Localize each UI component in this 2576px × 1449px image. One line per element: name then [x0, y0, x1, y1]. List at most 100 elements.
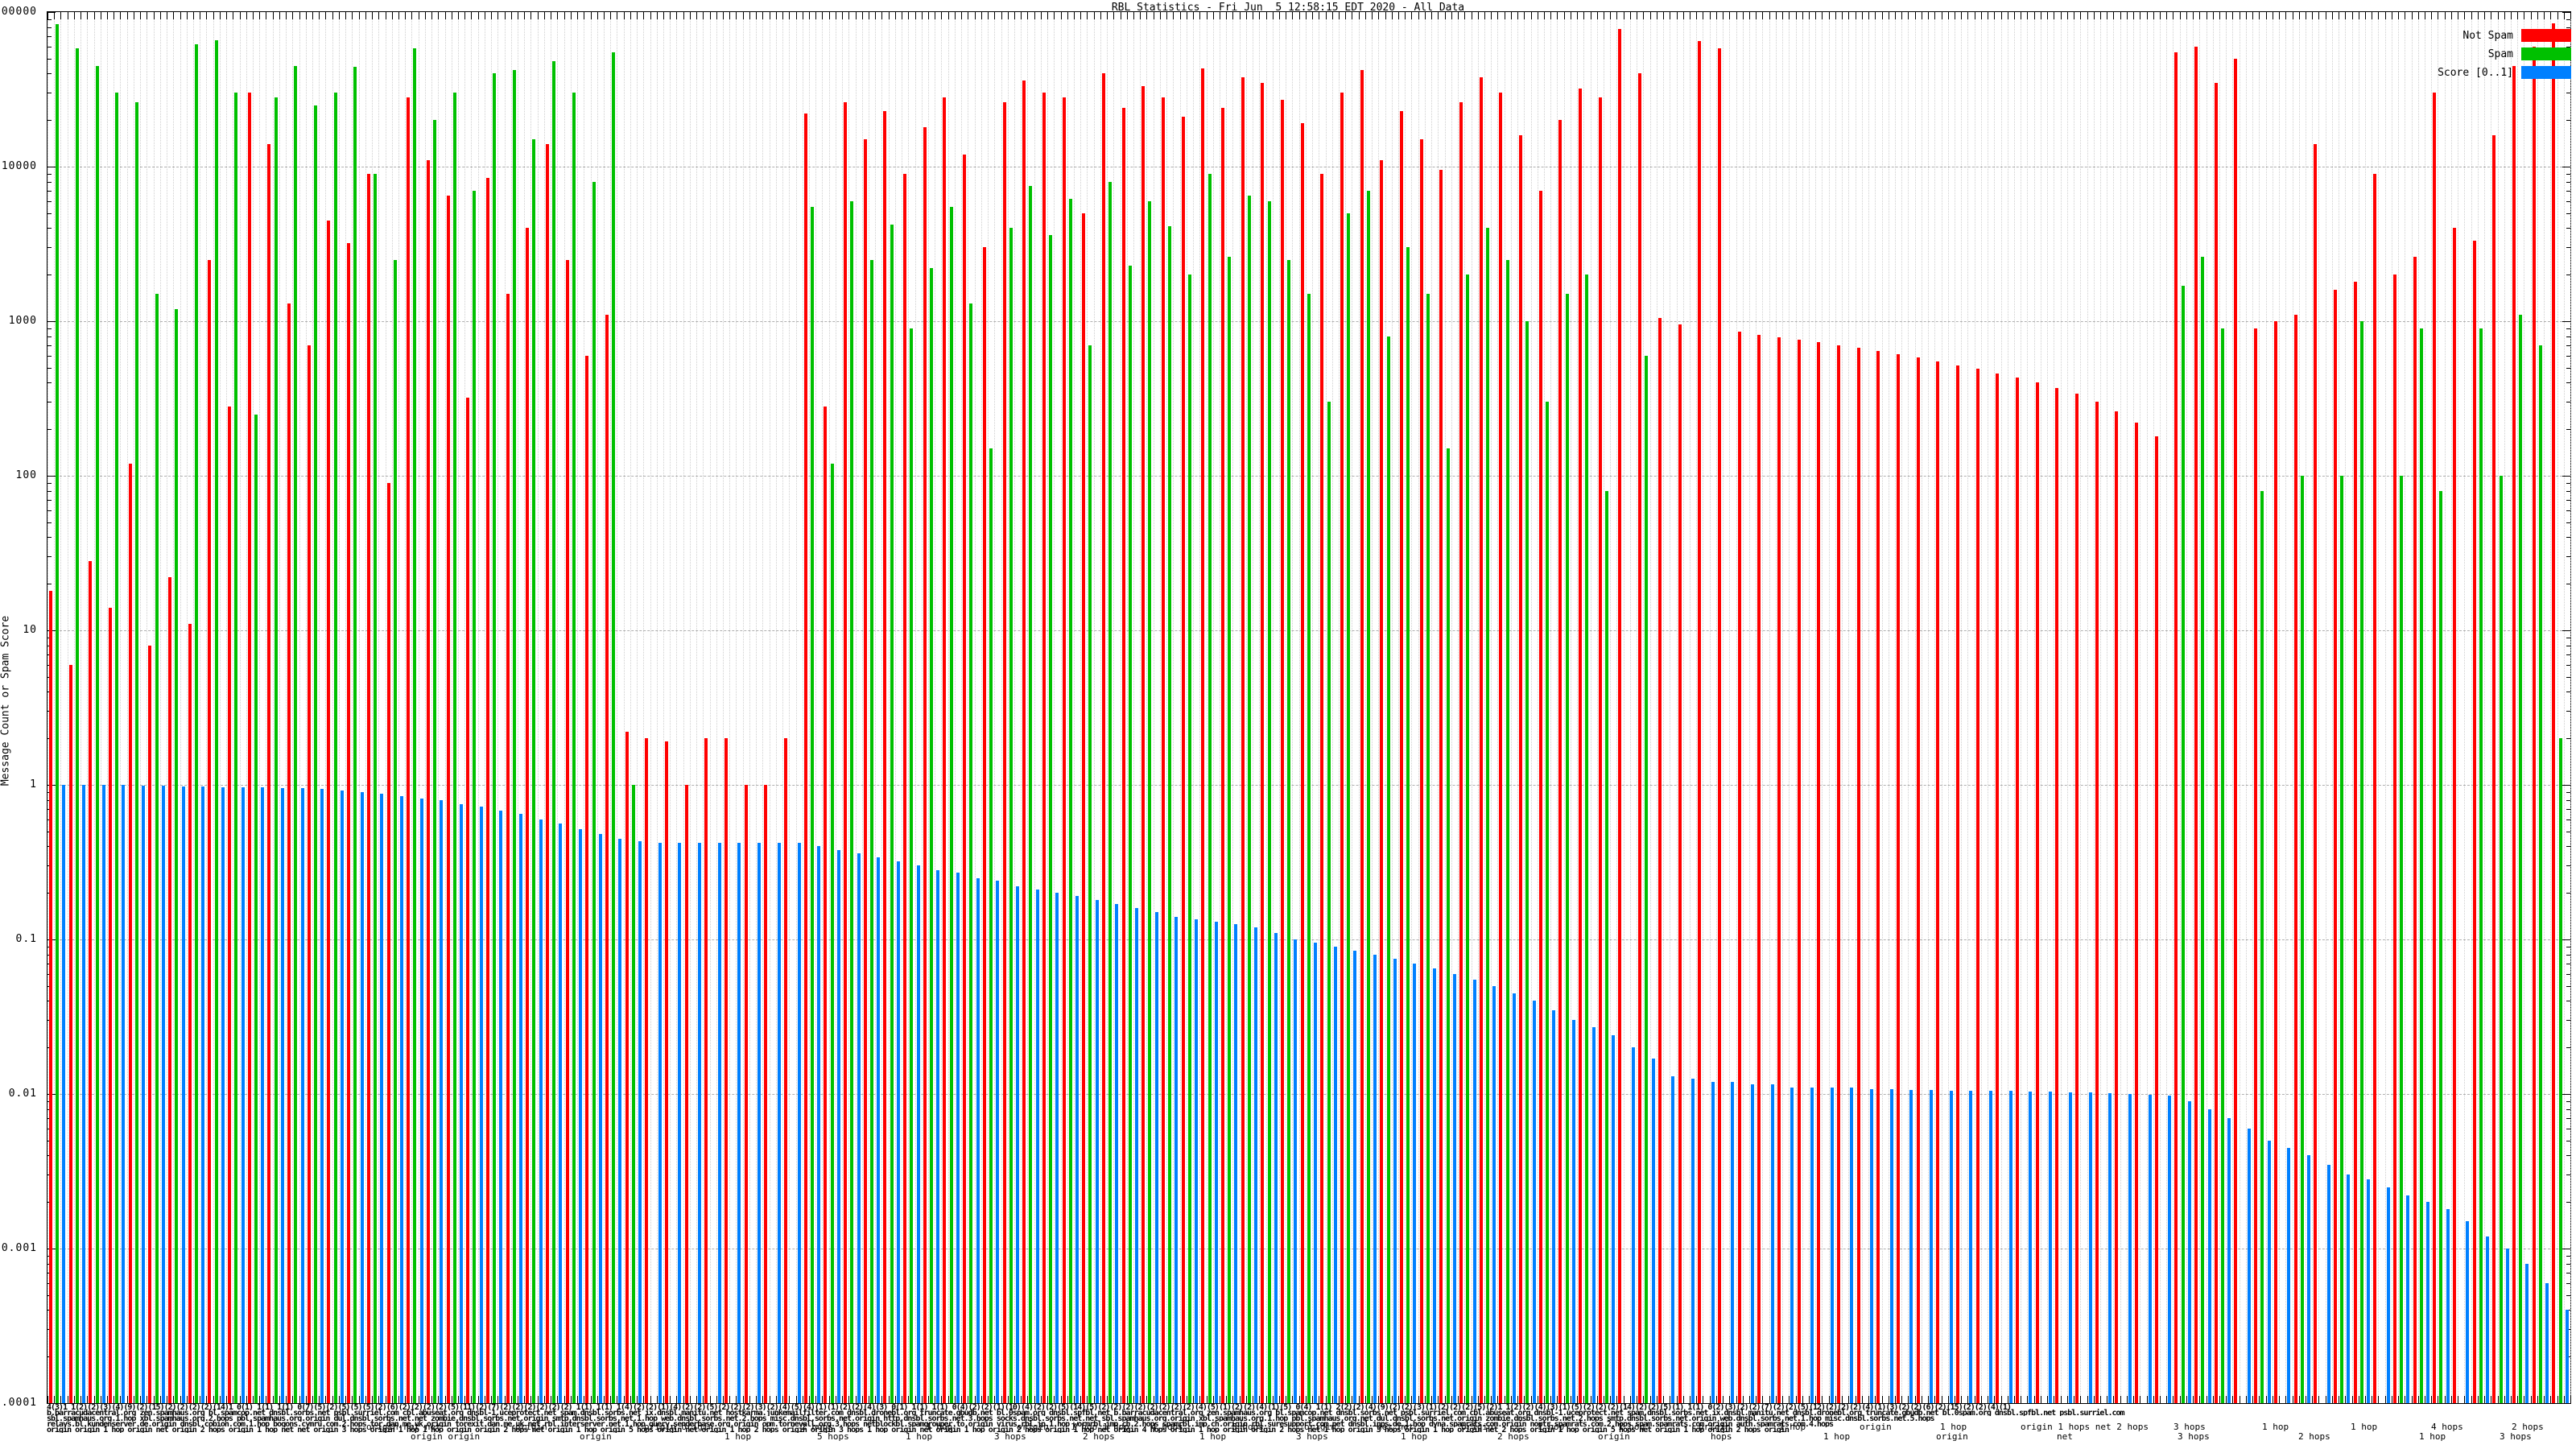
x-tick-bottom	[1550, 1396, 1552, 1403]
bar-score	[638, 841, 642, 1403]
x-tick-bottom	[557, 1396, 559, 1403]
x-tick-top	[1100, 12, 1101, 19]
bar-score	[142, 785, 146, 1403]
x-tick-bottom	[1736, 1396, 1737, 1403]
x-tick-bottom	[749, 1396, 750, 1403]
bar-not-spam	[1360, 70, 1364, 1403]
x-tick-top	[2411, 12, 2413, 19]
bar-score	[2049, 1091, 2053, 1403]
x-tick-bottom	[2232, 1396, 2234, 1403]
vertical-gridline	[1193, 12, 1195, 1403]
bar-not-spam	[1519, 134, 1523, 1403]
vertical-gridline	[2160, 12, 2161, 1403]
bar-spam	[1466, 275, 1470, 1403]
bar-not-spam	[1300, 123, 1304, 1403]
x-tick-top	[2557, 12, 2558, 19]
x-tick-top	[1451, 12, 1452, 19]
x-tick-bottom	[1663, 1396, 1665, 1403]
x-tick-top	[219, 12, 221, 19]
x-tick-top	[2093, 12, 2095, 19]
bar-spam	[115, 93, 119, 1403]
x-tick-top	[186, 12, 188, 19]
x-tick-bottom	[497, 1396, 499, 1403]
bar-score	[2008, 1090, 2013, 1403]
x-tick-top	[2504, 12, 2505, 19]
vertical-gridline	[2464, 12, 2466, 1403]
y-minor-tick	[2566, 429, 2570, 431]
vertical-gridline	[219, 12, 221, 1403]
bar-not-spam	[49, 590, 52, 1403]
x-tick-bottom	[894, 1396, 896, 1403]
x-tick-top	[1610, 12, 1612, 19]
y-minor-tick	[2566, 1155, 2570, 1157]
x-tick-top	[961, 12, 963, 19]
vertical-gridline	[2226, 12, 2227, 1403]
x-tick-top	[630, 12, 631, 19]
bar-score	[1195, 919, 1199, 1403]
bar-score	[519, 813, 523, 1403]
vertical-gridline	[153, 12, 155, 1403]
x-tick-top	[974, 12, 976, 19]
x-tick-bottom	[2153, 1396, 2154, 1403]
x-tick-top	[159, 12, 161, 19]
x-tick-bottom	[1021, 1396, 1022, 1403]
bar-score	[2406, 1195, 2410, 1403]
x-tick-bottom	[2537, 1396, 2538, 1403]
vertical-gridline	[1093, 12, 1095, 1403]
vertical-gridline	[2431, 12, 2433, 1403]
vertical-gridline	[736, 12, 737, 1403]
vertical-gridline	[305, 12, 307, 1403]
x-tick-bottom	[650, 1396, 651, 1403]
bar-score	[1711, 1081, 1715, 1403]
bar-score	[300, 788, 304, 1403]
x-tick-top	[1723, 12, 1724, 19]
x-tick-bottom	[881, 1396, 883, 1403]
vertical-gridline	[80, 12, 82, 1403]
x-tick-bottom	[1789, 1396, 1790, 1403]
bar-score	[1214, 922, 1218, 1403]
x-tick-top	[1517, 12, 1519, 19]
x-tick-bottom	[1715, 1396, 1717, 1403]
bar-score	[1591, 1027, 1596, 1403]
bar-spam	[1446, 448, 1450, 1403]
x-tick-bottom	[683, 1396, 684, 1403]
x-tick-top	[1524, 12, 1525, 19]
x-tick-top	[1967, 12, 1969, 19]
bar-not-spam	[446, 195, 450, 1403]
x-tick-top	[2351, 12, 2353, 19]
bar-spam	[1525, 321, 1530, 1403]
y-minor-tick	[2566, 1263, 2570, 1265]
vertical-gridline	[703, 12, 704, 1403]
x-tick-bottom	[2093, 1396, 2095, 1403]
vertical-gridline	[1961, 12, 1963, 1403]
vertical-gridline	[457, 12, 459, 1403]
bar-score	[2029, 1091, 2033, 1403]
y-tick-label: 0.01	[8, 1088, 37, 1100]
x-tick-top	[1339, 12, 1340, 19]
x-tick-top	[683, 12, 684, 19]
y-major-tick	[2562, 785, 2570, 786]
vertical-gridline	[2537, 12, 2538, 1403]
bar-score	[2088, 1092, 2092, 1403]
vertical-gridline	[1557, 12, 1558, 1403]
x-tick-top	[444, 12, 446, 19]
vertical-gridline	[1484, 12, 1485, 1403]
y-minor-tick	[2566, 228, 2570, 229]
x-tick-bottom	[1339, 1396, 1340, 1403]
x-tick-top	[87, 12, 89, 19]
x-tick-top	[312, 12, 314, 19]
x-tick-bottom	[1345, 1396, 1347, 1403]
x-tick-top	[2245, 12, 2247, 19]
vertical-gridline	[1345, 12, 1347, 1403]
x-tick-top	[1809, 12, 1810, 19]
vertical-gridline	[107, 12, 109, 1403]
y-minor-tick	[47, 382, 52, 384]
bar-not-spam	[526, 228, 530, 1403]
vertical-gridline	[54, 12, 56, 1403]
bar-score	[1889, 1088, 1893, 1403]
bar-not-spam	[386, 482, 390, 1403]
bar-not-spam	[1261, 82, 1265, 1403]
bar-not-spam	[863, 139, 867, 1403]
x-axis-readable-label: 3 hops	[2174, 1422, 2206, 1432]
bar-not-spam	[2273, 321, 2277, 1403]
